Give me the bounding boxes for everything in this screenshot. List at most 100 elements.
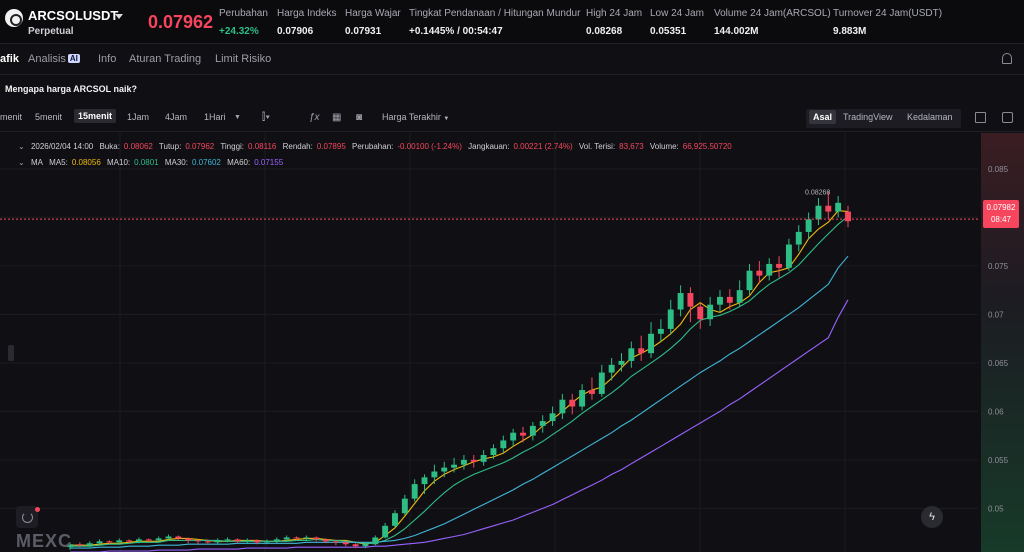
candle-up (401, 498, 408, 514)
stat-change: Perubahan +24.32% (219, 8, 268, 37)
high-value: 0.08116 (248, 142, 277, 151)
timeframe-1h[interactable]: 1Jam (127, 112, 150, 122)
tab-info[interactable]: Info (98, 53, 117, 65)
collapse-chevron-icon[interactable]: ⌄ (18, 158, 25, 167)
candle-down (313, 537, 320, 540)
bell-icon[interactable] (1002, 53, 1012, 64)
candle-down (185, 538, 192, 541)
view-tradingview[interactable]: TradingView (843, 112, 893, 122)
indicator-fx-icon[interactable]: ƒx (309, 112, 320, 123)
low-value: 0.07895 (316, 142, 346, 151)
refresh-icon[interactable] (16, 506, 38, 528)
open-value: 0.08062 (123, 142, 153, 151)
drawing-panel-handle[interactable] (8, 345, 14, 361)
view-original[interactable]: Asal (809, 110, 837, 124)
candle-down (687, 293, 694, 307)
candle-down (520, 432, 526, 436)
close-value: 0.07962 (185, 142, 215, 151)
candles (67, 191, 851, 551)
candle-up (264, 541, 270, 543)
candle-up (549, 413, 556, 422)
last-price: 0.07962 (148, 12, 214, 32)
candle-up (372, 537, 379, 545)
stat-label: Harga Indeks (277, 8, 337, 19)
timeframe-4h[interactable]: 4Jam (165, 112, 188, 122)
candle-down (254, 540, 261, 543)
candle-down (352, 544, 359, 547)
y-tick-label: 0.085 (988, 165, 1009, 174)
candle-countdown: 08:47 (990, 215, 1012, 224)
timeframe-1d[interactable]: 1Hari (204, 112, 226, 122)
grid-settings-icon[interactable]: ▦ (332, 112, 342, 123)
price-source-select[interactable]: Harga Terakhir ▼ (382, 112, 449, 122)
timeframe-more-chevron-icon[interactable]: ▼ (234, 114, 241, 121)
ma5-line (70, 210, 849, 546)
candle-up (657, 328, 664, 334)
candle-up (815, 205, 822, 220)
open-label: Buka: (99, 142, 120, 151)
candle-up (628, 348, 635, 361)
candle-up (608, 364, 615, 373)
stat-label: Tingkat Pendanaan / Hitungan Mundur (409, 8, 581, 19)
stat-value: 144.002M (714, 26, 759, 37)
candle-down (175, 536, 182, 539)
price-markers: 0.08268 (0, 189, 980, 220)
notification-dot (35, 507, 40, 512)
candle-up (273, 539, 280, 542)
chevron-down-icon[interactable] (115, 14, 123, 19)
candle-up (135, 539, 142, 542)
timeframe-15min[interactable]: 15menit (74, 109, 117, 123)
candle-down (845, 211, 851, 222)
stat-label: Perubahan (219, 8, 268, 19)
y-tick-label: 0.065 (988, 359, 1009, 368)
candle-up (746, 270, 753, 291)
stat-label: Harga Wajar (345, 8, 401, 19)
view-depth[interactable]: Kedalaman (907, 112, 953, 122)
stat-high-24h: High 24 Jam 0.08268 (586, 8, 642, 37)
stat-funding-rate: Tingkat Pendanaan / Hitungan Mundur +0.14… (409, 8, 580, 37)
y-tick-label: 0.055 (988, 456, 1009, 465)
timeframe-1min[interactable]: menit (0, 112, 23, 122)
coin-logo-icon (5, 9, 23, 27)
collapse-chevron-icon[interactable]: ⌄ (18, 142, 25, 151)
candle-up (835, 202, 842, 212)
ohlc-info-row: ⌄ 2026/02/04 14:00 Buka: 0.08062 Tutup: 0.… (18, 142, 736, 151)
candle-up (490, 448, 497, 456)
timeframe-5min[interactable]: 5menit (35, 112, 63, 122)
candle-up (480, 455, 487, 462)
candle-up (805, 219, 812, 232)
tab-bar: afik Analisis AI Info Aturan Trading Limi… (0, 45, 1024, 75)
candle-down (726, 296, 733, 303)
tab-analysis[interactable]: Analisis AI (28, 53, 80, 65)
candle-down (293, 537, 300, 539)
exchange-watermark: MEXC (16, 531, 73, 551)
candle-up (392, 513, 398, 526)
ma30-line (70, 255, 849, 549)
candle-down (638, 348, 645, 354)
candle-down (145, 539, 152, 541)
tab-trading-rules[interactable]: Aturan Trading (129, 53, 202, 65)
ai-question-link[interactable]: Mengapa harga ARCSOL naik? (5, 84, 138, 94)
symbol-name[interactable]: ARCSOLUSDT (28, 8, 119, 23)
candle-up (717, 296, 723, 305)
stat-label: Volume 24 Jam(ARCSOL) (714, 8, 831, 19)
candle-up (529, 425, 536, 436)
stat-value: 0.08268 (586, 26, 623, 37)
candle-up (795, 231, 802, 245)
ma60-label: MA60: (227, 158, 251, 167)
candle-up (116, 540, 123, 543)
tab-risk-limit[interactable]: Limit Risiko (215, 53, 272, 65)
candle-type-icon[interactable]: ⫿▾ (262, 112, 271, 123)
layout-icon[interactable] (975, 112, 986, 123)
lightning-icon[interactable]: ϟ (921, 506, 943, 528)
camera-icon[interactable]: ◙ (356, 112, 363, 123)
candle-down (234, 539, 241, 542)
candle-up (460, 459, 467, 465)
stat-label: Turnover 24 Jam(USDT) (833, 8, 943, 19)
tab-chart[interactable]: afik (0, 53, 19, 65)
candle-down (342, 542, 349, 545)
fullscreen-icon[interactable] (1002, 112, 1013, 123)
candle-down (204, 541, 211, 543)
